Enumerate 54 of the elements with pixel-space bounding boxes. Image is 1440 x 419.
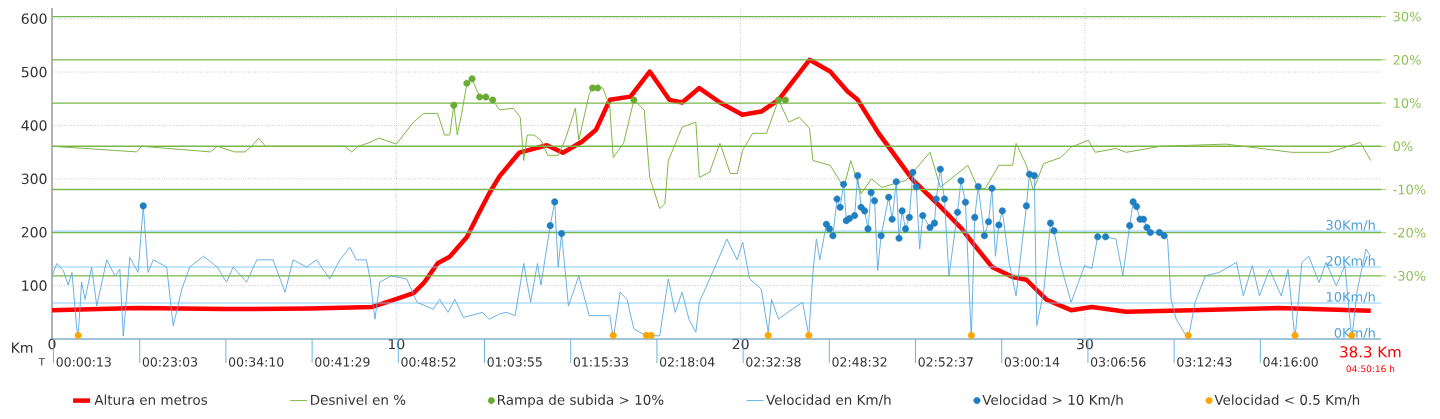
point — [594, 84, 602, 92]
point — [775, 96, 782, 104]
text: 00:00:13 — [56, 357, 111, 367]
y3-tick-label: 20Km/h — [1326, 255, 1375, 267]
y2-tick-label: 30% — [1393, 11, 1421, 22]
y-tick-label: 300 — [21, 173, 47, 185]
text: 04:50:16 h — [1346, 365, 1395, 373]
y-tick-label: 200 — [21, 226, 47, 238]
text: 00:41:29 — [315, 357, 370, 367]
line-series — [49, 57, 1373, 315]
legend-label: Velocidad > 10 Km/h — [982, 394, 1123, 406]
text: 03:12:43 — [1177, 357, 1232, 367]
y2-tick-label: 10% — [1394, 98, 1421, 108]
point — [630, 96, 638, 104]
point — [781, 96, 789, 104]
y3-tick-label: 10Km/h — [1326, 291, 1375, 303]
text: 02:32:38 — [746, 357, 801, 367]
legend-label: Altura en metros — [94, 394, 208, 405]
point — [476, 93, 484, 101]
y-tick-label: 600 — [21, 13, 47, 24]
text: 02:18:04 — [659, 357, 715, 367]
y2-tick-label: -10% — [1393, 184, 1426, 195]
point — [489, 96, 497, 104]
legend-label: Velocidad < 0.5 Km/h — [1214, 394, 1360, 406]
y3-tick-label: 30Km/h — [1326, 219, 1375, 231]
point — [450, 101, 458, 109]
legend-label: Velocidad en Km/h — [766, 394, 891, 406]
text: T — [38, 358, 45, 366]
y2-tick-label: -20% — [1393, 227, 1426, 238]
text: 02:48:32 — [832, 357, 887, 367]
y2-tick-label: 20% — [1393, 54, 1421, 65]
text: 03:06:56 — [1090, 357, 1146, 367]
x-tick-label: 30 — [1077, 338, 1093, 350]
text: 01:15:33 — [573, 357, 629, 367]
point — [463, 79, 471, 87]
text: 02:52:37 — [918, 357, 973, 367]
legend-label: Rampa de subida > 10% — [497, 394, 664, 408]
y-tick-label: 100 — [22, 280, 47, 291]
x-tick-label: 20 — [732, 338, 749, 350]
text: 00:34:10 — [228, 357, 284, 367]
y2-tick-label: -30% — [1393, 270, 1426, 281]
y-tick-label: 400 — [21, 120, 47, 131]
text: 00:48:52 — [401, 357, 456, 367]
y2-tick-label: 0% — [1393, 141, 1413, 152]
text: 04:16:00 — [1263, 357, 1318, 367]
x-axis-title: Km — [12, 342, 33, 353]
text: 01:03:55 — [487, 357, 542, 367]
legend-label: Desnivel en % — [311, 394, 406, 405]
text: 03:00:14 — [1004, 357, 1060, 367]
text: 00:23:03 — [142, 357, 198, 367]
point — [468, 75, 476, 83]
text: 38.3 Km — [1340, 346, 1401, 358]
y-tick-label: 500 — [21, 66, 47, 78]
point — [482, 93, 490, 101]
